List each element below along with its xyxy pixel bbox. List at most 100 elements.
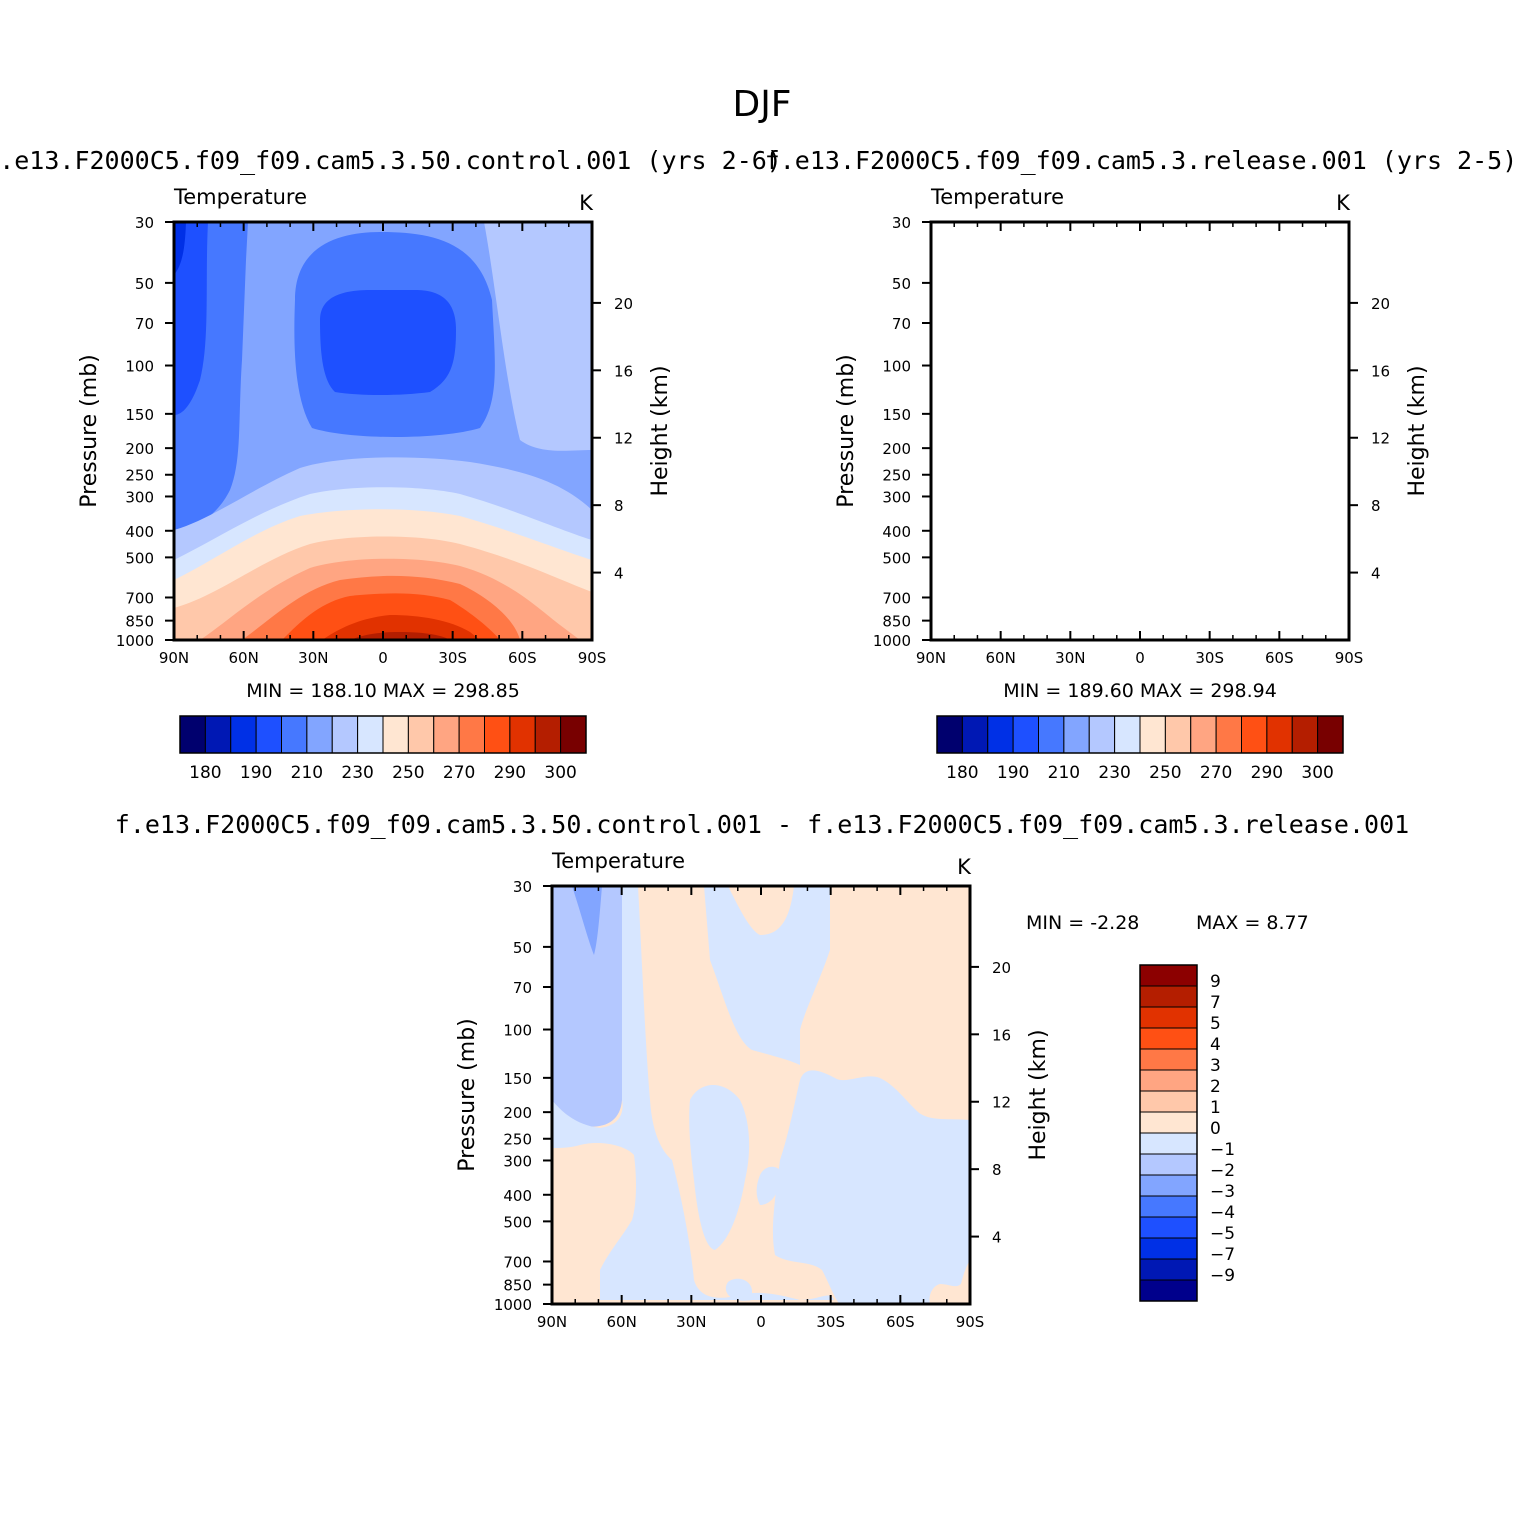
axis-ticks-control: 90N 60N 30N 0 30S 60S 90S 30 50 70 100 150 200 250 300… [116, 214, 633, 667]
colorbar-swatch [179, 715, 206, 754]
y2-tick-label: 8 [992, 1161, 1002, 1179]
colorbar-swatch [1139, 1048, 1198, 1071]
colorbar-swatch [961, 715, 989, 754]
colorbar-label: 210 [1048, 763, 1080, 783]
colorbar-swatch [1139, 1069, 1198, 1092]
colorbar-swatch [331, 715, 359, 754]
y2-tick-label: 12 [614, 430, 633, 448]
y2-tick-label: 4 [992, 1229, 1002, 1247]
colorbar-swatch [382, 715, 409, 754]
y-tick-label: 250 [503, 1131, 532, 1149]
variable-label-control: Temperature [173, 185, 307, 209]
y2-tick-label: 4 [614, 565, 624, 583]
x-tick-label: 90S [578, 649, 607, 667]
colorbar-swatch [1266, 715, 1293, 754]
y2-tick-label: 16 [992, 1026, 1011, 1044]
colorbar-swatch [1139, 1111, 1198, 1134]
y-tick-label: 850 [125, 613, 154, 631]
colorbar-swatch [1139, 985, 1198, 1008]
colorbar-label: 190 [240, 763, 272, 783]
colorbar-frame [1139, 964, 1198, 1302]
stats-release: MIN = 189.60 MAX = 298.94 [1003, 680, 1277, 702]
colorbar-swatch [936, 715, 963, 754]
colorbar-label: 5 [1210, 1014, 1221, 1034]
contour-fill-release [931, 222, 1349, 640]
figure-title: DJF [732, 84, 791, 125]
y-tick-label: 30 [135, 214, 154, 232]
x-tick-label: 60S [886, 1313, 915, 1331]
colorbar-swatch [1190, 715, 1217, 754]
x-tick-label: 60S [1265, 649, 1294, 667]
colorbar-label: 270 [443, 763, 475, 783]
colorbar-swatch [1139, 1153, 1198, 1176]
colorbar-label: −7 [1210, 1245, 1235, 1265]
colorbar-swatch [1215, 715, 1242, 754]
colorbar-swatch [1139, 1258, 1198, 1281]
y-tick-label: 850 [503, 1277, 532, 1295]
x-tick-label: 30N [298, 649, 328, 667]
y-tick-label: 150 [503, 1070, 532, 1088]
colorbar-swatch [560, 715, 587, 754]
colorbar-swatch [1139, 1174, 1198, 1197]
y2-tick-label: 20 [992, 959, 1011, 977]
axis-ticks-difference: 90N 60N 30N 0 30S 60S 90S 30 50 70 100 150 200 250 300… [494, 878, 1011, 1331]
units-label-release: K [1336, 191, 1351, 215]
colorbar-label: −4 [1210, 1203, 1235, 1223]
colorbar-swatch [509, 715, 536, 754]
colorbar-label: 290 [1251, 763, 1283, 783]
colorbar-swatch [1139, 1006, 1198, 1029]
y-tick-label: 50 [513, 939, 532, 957]
y-tick-label: 30 [892, 214, 911, 232]
y-tick-label: 400 [882, 523, 911, 541]
colorbar-swatch [1012, 715, 1039, 754]
colorbar-swatch [1139, 1027, 1198, 1050]
y-tick-label: 400 [125, 523, 154, 541]
y-tick-label: 200 [125, 440, 154, 458]
colorbar-swatch [1139, 715, 1166, 754]
colorbar-swatch [1241, 715, 1268, 754]
stats-control: MIN = 188.10 MAX = 298.85 [246, 680, 520, 702]
colorbar-label: −2 [1210, 1161, 1235, 1181]
y-tick-label: 70 [135, 315, 154, 333]
y-tick-label: 700 [503, 1253, 532, 1271]
y-tick-label: 1000 [873, 632, 911, 650]
y-tick-label: 500 [125, 549, 154, 567]
colorbar-label: 2 [1210, 1077, 1221, 1097]
y-tick-label: 500 [882, 549, 911, 567]
contour-fill-control [174, 222, 592, 640]
y-tick-label: 300 [125, 488, 154, 506]
y2-axis-title-control: Height (km) [648, 365, 673, 496]
y-tick-label: 70 [513, 979, 532, 997]
y-tick-label: 30 [513, 878, 532, 896]
colorbar-label: 4 [1210, 1035, 1221, 1055]
colorbar-swatch [281, 715, 308, 754]
x-tick-label: 90N [916, 649, 946, 667]
y2-axis-title-release: Height (km) [1405, 365, 1430, 496]
y-tick-label: 250 [882, 467, 911, 485]
colorbar-label: 3 [1210, 1056, 1221, 1076]
y-tick-label: 50 [892, 275, 911, 293]
y2-tick-label: 16 [1371, 362, 1390, 380]
y-tick-label: 300 [882, 488, 911, 506]
stats-max-difference: MAX = 8.77 [1196, 912, 1309, 934]
contour-plot-difference: Temperature K Pressure (mb) Height (km) … [455, 849, 1309, 1331]
y-tick-label: 1000 [116, 632, 154, 650]
y-tick-label: 300 [503, 1152, 532, 1170]
x-tick-label: 90S [956, 1313, 985, 1331]
contour-plot-control: Temperature K Pressure (mb) Height (km) … [77, 185, 673, 783]
colorbar-label: 1 [1210, 1098, 1221, 1118]
y-tick-label: 200 [882, 440, 911, 458]
colorbar-swatch [534, 715, 562, 754]
colorbar-swatch [1139, 1216, 1198, 1239]
colorbar-swatch [1139, 1237, 1198, 1260]
plot-frame-release [929, 220, 1351, 642]
contour-plot-release: Temperature K Pressure (mb) Height (km) … [834, 185, 1430, 783]
x-tick-label: 0 [1135, 649, 1145, 667]
colorbar-label: 230 [341, 763, 373, 783]
colorbar-label: 230 [1098, 763, 1130, 783]
y-axis-title-difference: Pressure (mb) [455, 1018, 480, 1172]
variable-label-release: Temperature [930, 185, 1064, 209]
colorbar-swatch [255, 715, 282, 754]
units-label-difference: K [957, 855, 972, 879]
